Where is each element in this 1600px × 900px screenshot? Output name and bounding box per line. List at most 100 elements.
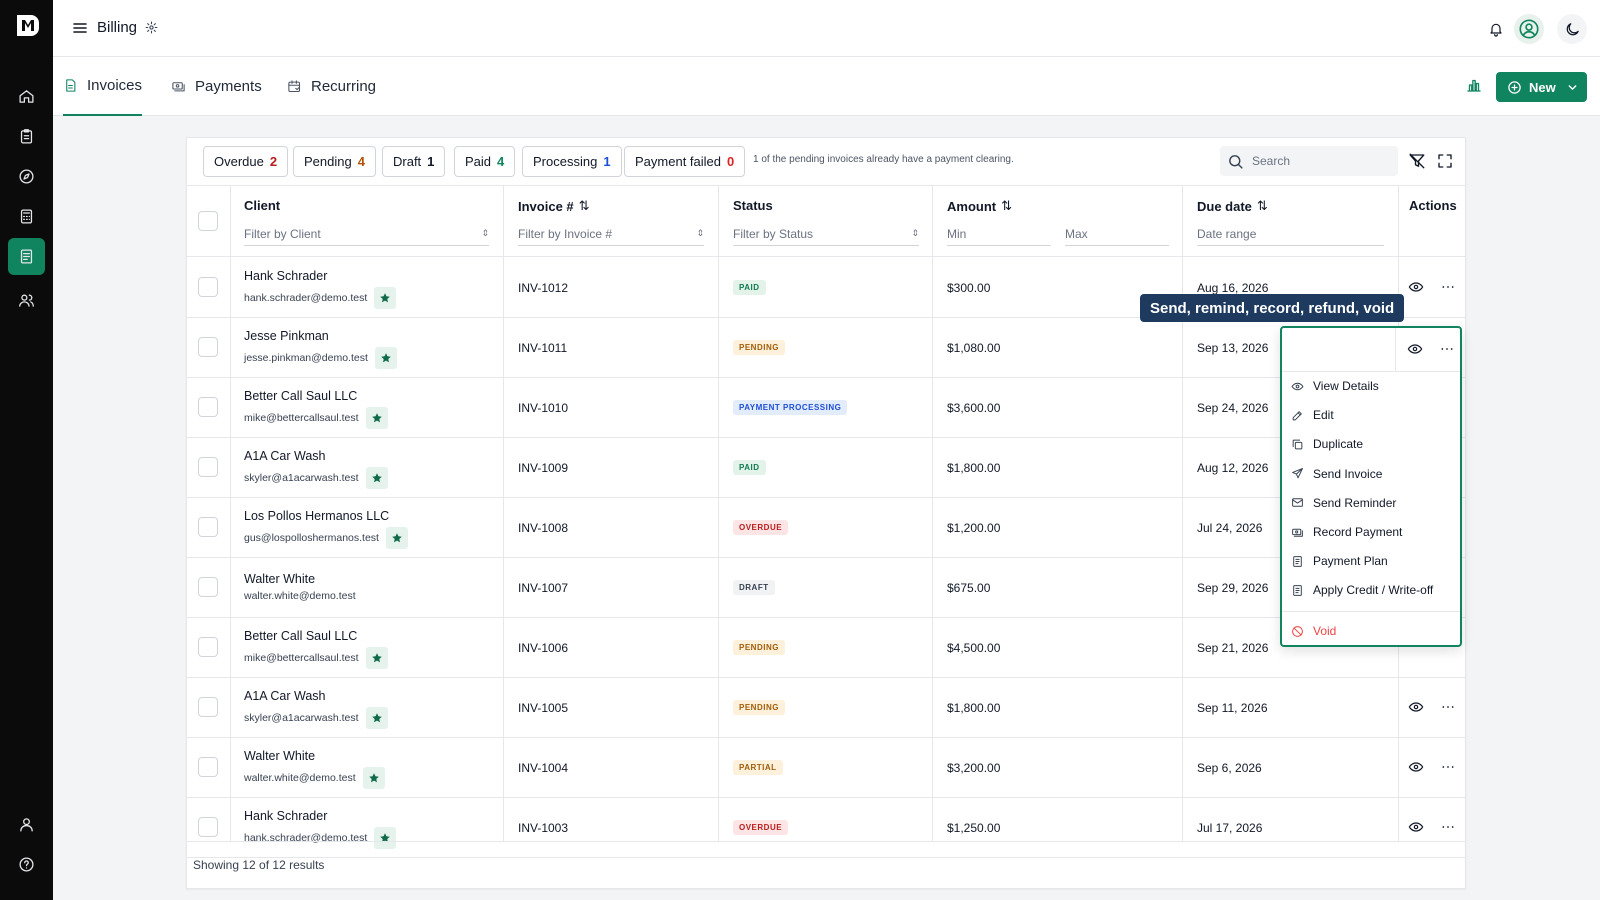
chip-pending[interactable]: Pending 4	[293, 146, 376, 177]
column-amount[interactable]: Amount ⇅	[947, 198, 1012, 214]
menu-item-duplicate[interactable]: Duplicate	[1291, 437, 1363, 451]
invoice-number[interactable]: INV-1003	[518, 821, 569, 835]
star-icon[interactable]	[374, 827, 397, 849]
column-invoice[interactable]: Invoice # ⇅	[518, 198, 590, 214]
invoice-number[interactable]: INV-1005	[518, 701, 569, 715]
clear-filters-button[interactable]	[1408, 152, 1426, 170]
menu-item-view-details[interactable]: View Details	[1291, 379, 1379, 393]
date-range-input[interactable]: Date range	[1197, 222, 1384, 246]
nav-help-button[interactable]	[8, 846, 45, 883]
star-icon[interactable]	[365, 467, 388, 489]
nav-calculator-button[interactable]	[8, 198, 45, 235]
eye-icon[interactable]	[1407, 341, 1423, 357]
chip-overdue[interactable]: Overdue 2	[203, 146, 289, 177]
table-row[interactable]: A1A Car Wash skyler@a1acarwash.test INV-…	[187, 437, 1465, 498]
star-icon[interactable]	[365, 647, 388, 669]
row-checkbox[interactable]	[198, 577, 218, 597]
menu-item-void[interactable]: Void	[1291, 624, 1336, 638]
menu-item-send-reminder[interactable]: Send Reminder	[1291, 496, 1396, 510]
client-cell: Jesse Pinkman jesse.pinkman@demo.test	[244, 329, 397, 369]
star-icon[interactable]	[365, 407, 388, 429]
chip-draft[interactable]: Draft 1	[382, 146, 446, 177]
eye-icon[interactable]	[1408, 279, 1424, 295]
invoice-number[interactable]: INV-1006	[518, 641, 569, 655]
table-row[interactable]: Walter White walter.white@demo.test INV-…	[187, 557, 1465, 618]
select-all-checkbox[interactable]	[198, 211, 218, 231]
nav-invoices-button[interactable]	[8, 238, 45, 275]
status-filter-select[interactable]: Filter by Status ⇕	[733, 222, 919, 246]
tab-recurring[interactable]: Recurring	[287, 57, 376, 116]
more-horizontal-icon[interactable]	[1439, 341, 1455, 357]
new-button[interactable]: New	[1496, 72, 1587, 102]
menu-item-edit[interactable]: Edit	[1291, 408, 1334, 422]
nav-users-button[interactable]	[8, 282, 45, 319]
menu-item-apply-credit-write-off[interactable]: Apply Credit / Write-off	[1291, 583, 1433, 597]
row-checkbox[interactable]	[198, 517, 218, 537]
more-horizontal-icon[interactable]	[1440, 759, 1456, 775]
invoice-number[interactable]: INV-1010	[518, 401, 569, 415]
table-row[interactable]: Jesse Pinkman jesse.pinkman@demo.test IN…	[187, 317, 1465, 378]
column-due-date[interactable]: Due date ⇅	[1197, 198, 1268, 214]
client-filter-select[interactable]: Filter by Client ⇕	[244, 222, 489, 246]
invoice-filter-select[interactable]: Filter by Invoice # ⇕	[518, 222, 704, 246]
nav-profile-button[interactable]	[8, 806, 45, 843]
hamburger-menu-icon[interactable]	[72, 20, 88, 36]
chip-payment-failed[interactable]: Payment failed 0	[624, 146, 746, 177]
row-checkbox[interactable]	[198, 817, 218, 837]
table-row[interactable]: Los Pollos Hermanos LLC gus@lospollosher…	[187, 497, 1465, 558]
eye-icon[interactable]	[1408, 759, 1424, 775]
menu-item-record-payment[interactable]: Record Payment	[1291, 525, 1402, 539]
bar-chart-icon	[1467, 79, 1481, 92]
table-row[interactable]: Hank Schrader hank.schrader@demo.test IN…	[187, 257, 1465, 318]
sort-icon: ⇅	[1001, 198, 1013, 213]
amount-max-input[interactable]: Max	[1065, 222, 1169, 246]
row-checkbox[interactable]	[198, 697, 218, 717]
menu-item-payment-plan[interactable]: Payment Plan	[1291, 554, 1388, 568]
star-icon[interactable]	[365, 707, 388, 729]
theme-toggle-button[interactable]	[1557, 14, 1587, 44]
search-input[interactable]: Search	[1220, 146, 1398, 176]
nav-compass-button[interactable]	[8, 158, 45, 195]
table-row[interactable]: Hank Schrader hank.schrader@demo.test IN…	[187, 797, 1465, 858]
app-logo[interactable]	[13, 12, 40, 39]
row-checkbox[interactable]	[198, 457, 218, 477]
invoice-number[interactable]: INV-1012	[518, 281, 569, 295]
more-horizontal-icon[interactable]	[1440, 819, 1456, 835]
gear-icon[interactable]	[145, 21, 158, 34]
eye-icon[interactable]	[1408, 819, 1424, 835]
table-row[interactable]: Better Call Saul LLC mike@bettercallsaul…	[187, 377, 1465, 438]
star-icon[interactable]	[374, 287, 397, 309]
star-icon[interactable]	[385, 527, 408, 549]
star-icon[interactable]	[362, 767, 385, 789]
tab-invoices[interactable]: Invoices	[63, 57, 142, 116]
invoice-number[interactable]: INV-1007	[518, 581, 569, 595]
table-row[interactable]: Walter White walter.white@demo.test INV-…	[187, 737, 1465, 798]
star-icon[interactable]	[374, 347, 397, 369]
eye-icon[interactable]	[1408, 699, 1424, 715]
invoice-number[interactable]: INV-1004	[518, 761, 569, 775]
invoice-number[interactable]: INV-1008	[518, 521, 569, 535]
fullscreen-button[interactable]	[1436, 152, 1454, 170]
analytics-button[interactable]	[1465, 76, 1485, 96]
tab-payments[interactable]: Payments	[171, 57, 262, 116]
invoice-number[interactable]: INV-1011	[518, 341, 568, 355]
invoice-number[interactable]: INV-1009	[518, 461, 569, 475]
table-row[interactable]: A1A Car Wash skyler@a1acarwash.test INV-…	[187, 677, 1465, 738]
amount-min-input[interactable]: Min	[947, 222, 1051, 246]
chip-paid[interactable]: Paid 4	[454, 146, 516, 177]
nav-clipboard-button[interactable]	[8, 118, 45, 155]
row-checkbox[interactable]	[198, 397, 218, 417]
more-horizontal-icon[interactable]	[1440, 699, 1456, 715]
row-checkbox[interactable]	[198, 277, 218, 297]
more-horizontal-icon[interactable]	[1440, 279, 1456, 295]
row-checkbox[interactable]	[198, 337, 218, 357]
menu-item-send-invoice[interactable]: Send Invoice	[1291, 467, 1382, 481]
account-button[interactable]	[1514, 14, 1544, 44]
row-checkbox[interactable]	[198, 637, 218, 657]
row-checkbox[interactable]	[198, 757, 218, 777]
row-actions	[1408, 279, 1456, 295]
nav-home-button[interactable]	[8, 78, 45, 115]
table-row[interactable]: Better Call Saul LLC mike@bettercallsaul…	[187, 617, 1465, 678]
notifications-button[interactable]	[1484, 17, 1508, 41]
chip-processing[interactable]: Processing 1	[522, 146, 622, 177]
